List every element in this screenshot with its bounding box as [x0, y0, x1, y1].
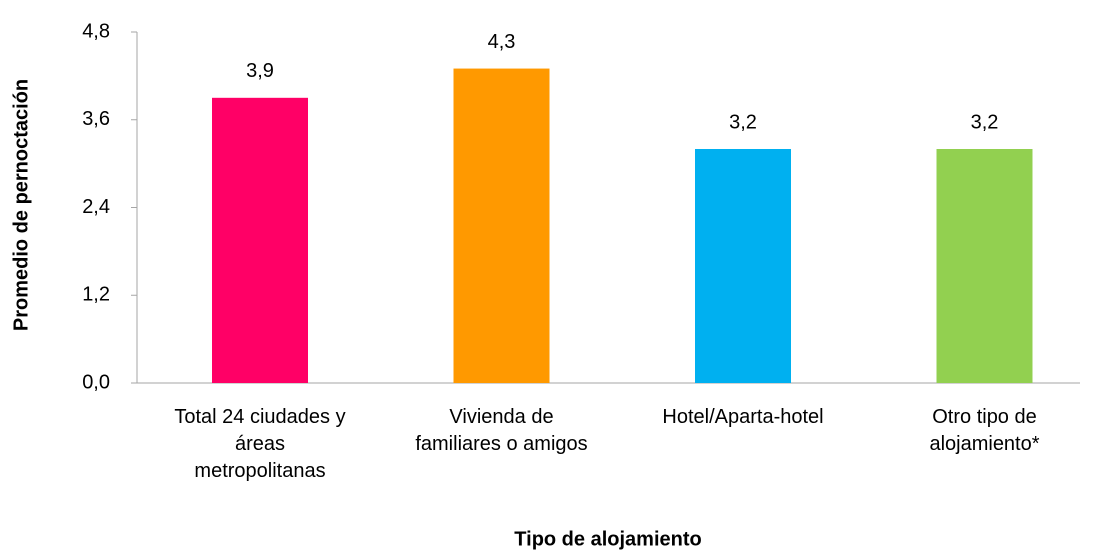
x-tick-label: Total 24 ciudades y áreas metropolitanas [174, 406, 346, 482]
bar [936, 149, 1033, 383]
y-tick-label: 4,8 [82, 20, 110, 42]
x-axis-title: Tipo de alojamiento [514, 528, 701, 550]
y-tick-label: 1,2 [82, 284, 110, 306]
y-tick-label: 3,6 [82, 108, 110, 130]
value-label: 3,9 [246, 60, 274, 82]
x-tick-label: Otro tipo de alojamiento* [929, 406, 1040, 455]
x-tick-label: Hotel/Aparta-hotel [662, 406, 824, 428]
bar [212, 97, 308, 383]
y-axis-title: Promedio de pernoctación [10, 79, 32, 331]
bar [695, 149, 791, 383]
y-tick-label: 2,4 [82, 196, 110, 218]
x-tick-label: Vivienda de familiares o amigos [415, 406, 588, 455]
bar [453, 68, 550, 383]
value-label: 4,3 [488, 31, 516, 53]
value-label: 3,2 [729, 111, 757, 133]
y-tick-label: 0,0 [82, 371, 110, 393]
value-label: 3,2 [971, 111, 999, 133]
